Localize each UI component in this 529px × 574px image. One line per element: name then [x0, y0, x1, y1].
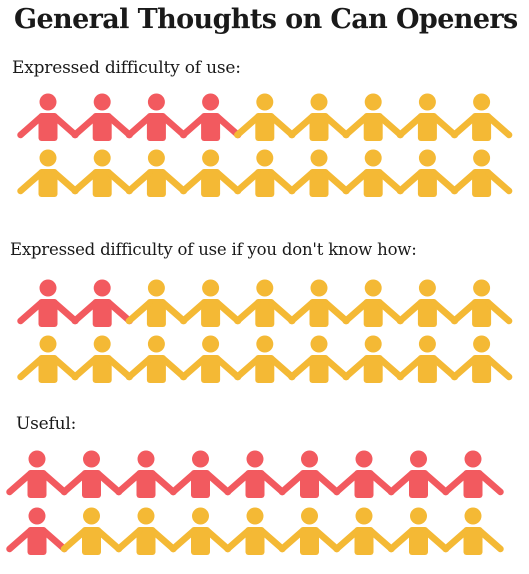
person-icon	[342, 149, 404, 197]
person-icon	[342, 335, 404, 383]
person-icon-highlighted	[17, 93, 79, 141]
person-icon	[450, 93, 513, 141]
person-icon	[342, 93, 404, 141]
person-icon-highlighted	[169, 450, 232, 498]
person-icon	[288, 335, 350, 383]
person-icon	[60, 507, 123, 555]
person-icon	[169, 507, 232, 555]
person-icon-highlighted	[179, 93, 242, 141]
person-icon	[125, 335, 188, 383]
person-icon	[115, 507, 177, 555]
person-icon-highlighted	[71, 93, 133, 141]
person-icon	[288, 93, 350, 141]
person-icon	[17, 149, 79, 197]
person-icon	[224, 507, 286, 555]
person-icon	[234, 335, 296, 383]
person-icon	[125, 279, 188, 327]
person-icon	[333, 507, 395, 555]
person-icon	[450, 279, 513, 327]
person-icon-highlighted	[442, 450, 504, 498]
person-icon	[396, 335, 459, 383]
person-icon-highlighted	[17, 279, 79, 327]
chart-label-difficulty: Expressed difficulty of use:	[12, 58, 241, 78]
person-icon-highlighted	[115, 450, 177, 498]
chart-label-useful: Useful:	[16, 414, 77, 434]
person-icon	[288, 149, 350, 197]
person-icon	[396, 279, 459, 327]
person-icon	[17, 335, 79, 383]
person-icon	[179, 335, 242, 383]
pictogram-difficulty	[17, 93, 513, 197]
person-icon	[396, 149, 459, 197]
person-icon	[278, 507, 341, 555]
person-icon	[450, 149, 513, 197]
page-title: General Thoughts on Can Openers	[14, 4, 518, 35]
person-icon-highlighted	[6, 450, 68, 498]
person-icon-highlighted	[71, 279, 133, 327]
person-icon-highlighted	[60, 450, 123, 498]
person-icon-highlighted	[387, 450, 450, 498]
person-icon	[125, 149, 188, 197]
person-icon-highlighted	[125, 93, 188, 141]
person-icon	[450, 335, 513, 383]
person-icon-highlighted	[224, 450, 286, 498]
person-icon	[234, 279, 296, 327]
person-icon	[234, 93, 296, 141]
person-icon	[288, 279, 350, 327]
person-icon	[442, 507, 504, 555]
person-icon	[179, 279, 242, 327]
person-icon	[71, 149, 133, 197]
pictogram-useful	[6, 450, 504, 555]
person-icon-highlighted	[333, 450, 395, 498]
person-icon	[387, 507, 450, 555]
person-icon-highlighted	[6, 507, 68, 555]
person-icon	[396, 93, 459, 141]
person-icon	[234, 149, 296, 197]
person-icon	[179, 149, 242, 197]
pictogram-difficulty-unknown	[17, 279, 513, 383]
chart-label-difficulty-unknown: Expressed difficulty of use if you don't…	[10, 240, 417, 259]
person-icon-highlighted	[278, 450, 341, 498]
person-icon	[342, 279, 404, 327]
person-icon	[71, 335, 133, 383]
